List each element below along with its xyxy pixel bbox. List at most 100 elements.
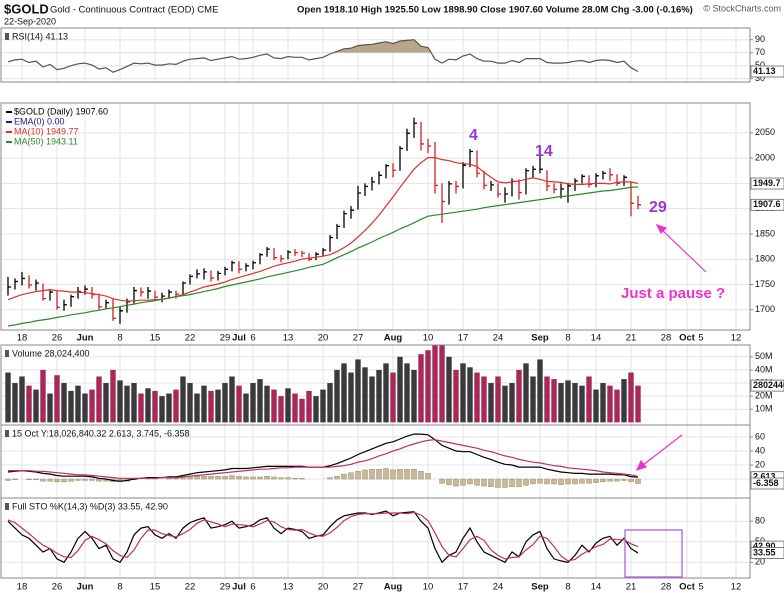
panel: [1, 345, 750, 425]
x-tick-label: Jun: [77, 582, 94, 593]
price-bar: [329, 234, 333, 252]
x-tick-label: 27: [353, 333, 364, 344]
y-tick-label: 70: [755, 47, 765, 57]
arrow: [642, 434, 683, 466]
histogram-bar: [89, 478, 95, 481]
y-tick-label: 50M: [755, 351, 773, 361]
y-tick-label: 2050: [755, 127, 775, 137]
price-bar: [630, 182, 634, 217]
price-bar: [7, 276, 11, 296]
price-bar: [413, 117, 417, 138]
volume-bar: [544, 376, 550, 423]
volume-bar: [243, 393, 249, 423]
price-bar: [273, 248, 277, 261]
volume-bar: [180, 376, 186, 423]
price-bar: [63, 299, 67, 311]
price-bar: [301, 250, 305, 258]
x-tick-label: 15: [150, 582, 161, 593]
histogram-bar: [222, 476, 228, 480]
volume-bar: [586, 376, 592, 423]
histogram-bar: [26, 478, 32, 480]
annotation: Just a pause ?: [621, 285, 725, 302]
value-tag-box: [750, 177, 784, 190]
x-tick-label: 12: [731, 333, 742, 344]
volume-bar: [621, 379, 627, 423]
volume-bar: [453, 369, 459, 423]
volume-bar: [530, 376, 536, 423]
price-bar: [266, 247, 270, 257]
price-bar: [371, 176, 375, 191]
price-bar: [49, 289, 53, 301]
price-bar: [112, 298, 116, 321]
volume-bar: [159, 396, 165, 423]
price-bar: [56, 290, 60, 310]
histogram-bar: [523, 478, 529, 486]
price-bar: [476, 150, 480, 178]
histogram-bar: [5, 478, 11, 481]
x-tick-label: 29: [220, 582, 231, 593]
y-tick-label: 20: [755, 459, 765, 469]
volume-bar: [474, 372, 480, 423]
x-tick-label: 21: [626, 582, 637, 593]
panel: [1, 425, 750, 498]
x-tick-label: 10: [423, 582, 434, 593]
price-bar: [35, 279, 39, 291]
histogram-bar: [327, 477, 333, 480]
volume-bar: [579, 385, 585, 423]
volume-bar: [40, 369, 46, 423]
indicator-line: [8, 439, 639, 479]
histogram-bar: [621, 478, 627, 481]
histogram-bar: [75, 478, 81, 481]
histogram-bar: [446, 478, 452, 485]
price-bar: [245, 263, 249, 272]
volume-bar: [215, 389, 221, 423]
price-bar: [455, 180, 459, 194]
x-tick-label: Jul: [232, 333, 246, 344]
price-bar: [189, 274, 193, 285]
x-tick-label: 28: [661, 333, 672, 344]
histogram-bar: [397, 469, 403, 480]
price-bar: [175, 290, 179, 299]
volume-bar: [432, 345, 438, 423]
volume-bar: [327, 383, 333, 423]
x-tick-label: 27: [353, 582, 364, 593]
price-bar: [609, 168, 613, 181]
x-tick-label: 18: [17, 582, 28, 593]
volume-bar: [299, 398, 305, 423]
x-tick-label: Jul: [232, 582, 246, 593]
volume-bar: [481, 376, 487, 423]
symbol: $GOLD: [4, 1, 49, 16]
y-tick-label: 20: [755, 557, 765, 567]
y-tick-label: 90: [755, 34, 765, 44]
value-tag: 41.13: [750, 65, 784, 78]
price-bar: [637, 195, 641, 210]
histogram-bar: [243, 476, 249, 480]
x-tick-label: Sep: [531, 333, 549, 344]
volume-bar: [376, 369, 382, 423]
histogram-bar: [355, 471, 361, 480]
volume-bar: [572, 383, 578, 423]
volume-bar: [502, 385, 508, 423]
arrow-head: [655, 223, 668, 235]
volume-bar: [397, 356, 403, 423]
volume-bar: [229, 376, 235, 423]
x-tick-label: Sep: [531, 582, 549, 593]
histogram-bar: [68, 478, 74, 482]
panel-label-icon: [5, 33, 9, 40]
x-tick-label: 5: [698, 582, 703, 593]
legend-label: EMA(0) 0.00: [14, 116, 65, 126]
volume-bar: [439, 345, 445, 423]
x-tick-label: Aug: [384, 582, 403, 593]
price-bar: [525, 168, 529, 195]
price-bar: [217, 270, 221, 281]
price-bar: [21, 271, 25, 286]
price-bar: [322, 248, 326, 257]
histogram-bar: [201, 476, 207, 480]
value-tag-label: 33.55: [753, 547, 776, 557]
panel: [1, 28, 750, 82]
price-bar: [553, 183, 557, 194]
histogram-bar: [551, 478, 557, 485]
volume-bar: [348, 372, 354, 423]
price-bar: [238, 261, 242, 274]
